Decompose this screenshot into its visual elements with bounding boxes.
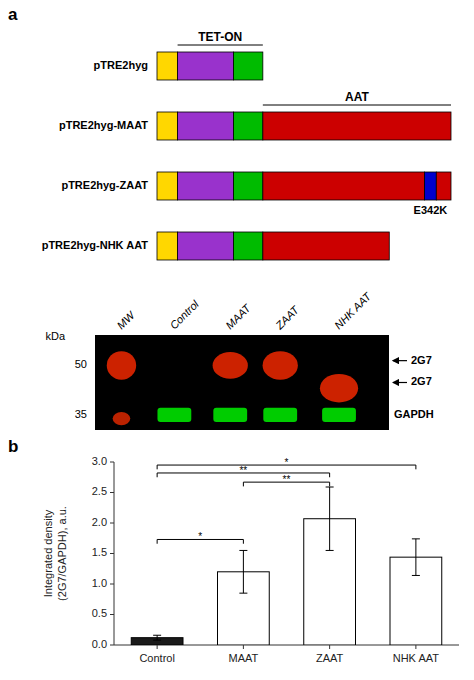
y-tick [110, 584, 114, 585]
gapdh-band [213, 408, 247, 422]
ladder-label: 50 [75, 358, 87, 370]
y-axis-label: Integrated density(2G7/GAPDH), a.u. [42, 506, 68, 601]
error-bar [153, 635, 161, 640]
band [263, 351, 298, 380]
arrow [393, 382, 407, 383]
x-tick [243, 645, 244, 649]
y-tick-label: 1.0 [92, 577, 107, 589]
arrow [393, 360, 407, 361]
band-label: 2G7 [411, 375, 432, 387]
band [113, 412, 131, 425]
y-tick-label: 0.0 [92, 638, 107, 650]
error-bar [239, 550, 247, 593]
band-label: 2G7 [411, 354, 432, 366]
y-tick [110, 614, 114, 615]
lane-label: MW [114, 308, 137, 331]
lane-label: MAAT [223, 301, 253, 331]
bracket [178, 45, 263, 46]
gapdh-band [157, 408, 191, 422]
blot-background [95, 335, 389, 430]
construct-name: pTRE2hyg-MAAT [59, 119, 148, 131]
significance: ****** [157, 457, 416, 544]
background [0, 0, 474, 680]
gapdh-band [263, 408, 297, 422]
x-tick [157, 645, 158, 649]
y-tick [110, 462, 114, 463]
construct-segment [178, 232, 234, 260]
band [213, 352, 248, 379]
axes: 0.0 0.5 1.0 1.5 2.0 2.5 3.0 Control MAAT ZAAT NHK … [42, 455, 459, 664]
y-tick-label: 0.5 [92, 607, 107, 619]
bars [131, 487, 442, 645]
construct-segment [233, 172, 262, 200]
y-tick-label: 1.5 [92, 546, 107, 558]
y-axis-label-line: (2G7/GAPDH), a.u. [56, 506, 68, 601]
y-tick [110, 523, 114, 524]
construct-segment [425, 172, 437, 200]
construct-segment [233, 232, 262, 260]
band [320, 374, 358, 403]
error-bar [412, 539, 420, 576]
construct-segment [157, 232, 178, 260]
y-tick-label: 2.5 [92, 485, 107, 497]
annotation: AAT [345, 90, 369, 104]
lane-label: ZAAT [272, 303, 301, 332]
construct-segment [263, 232, 389, 260]
x-tick-label: NHK AAT [393, 652, 440, 664]
bracket [263, 105, 451, 106]
construct-name: pTRE2hyg-ZAAT [61, 179, 148, 191]
x-tick-label: ZAAT [316, 652, 344, 664]
y-tick [110, 645, 114, 646]
significance-label: * [285, 457, 289, 468]
construct-diagrams: pTRE2hyg pTRE2hyg-MAAT pTRE2hyg-ZAAT pTRE2h… [42, 30, 451, 260]
construct-segment [157, 112, 178, 140]
construct-segment [263, 112, 451, 140]
panel-label: b [8, 437, 18, 456]
western-blot: MW Control MAAT ZAAT NHK AAT 50 35 kDa 2G7 2G7 GAP… [45, 289, 433, 430]
x-tick [415, 645, 416, 649]
significance-label: * [198, 531, 202, 542]
lane-label: NHK AAT [332, 289, 374, 331]
y-tick [110, 492, 114, 493]
band [107, 351, 136, 380]
construct-name: pTRE2hyg-NHK AAT [42, 239, 149, 251]
construct-segment [233, 52, 262, 80]
significance-label: ** [283, 474, 291, 485]
construct-segment [178, 52, 234, 80]
band-label: GAPDH [394, 408, 434, 420]
figure: apTRE2hygpTRE2hyg-MAATpTRE2hyg-ZAATpTRE2… [0, 0, 474, 680]
construct-segment [157, 52, 178, 80]
annotation: TET-ON [198, 30, 242, 44]
y-axis-label-line: Integrated density [42, 509, 54, 597]
ladder-unit: kDa [45, 330, 65, 342]
y-tick-label: 2.0 [92, 516, 107, 528]
annotation: E342K [414, 204, 448, 216]
construct-segment [263, 172, 425, 200]
construct-name: pTRE2hyg [94, 59, 148, 71]
construct-segment [436, 172, 451, 200]
ladder-label: 35 [75, 408, 87, 420]
x-tick [329, 645, 330, 649]
construct-segment [178, 172, 234, 200]
y-tick-label: 3.0 [92, 455, 107, 467]
x-tick-label: MAAT [229, 652, 259, 664]
y-tick [110, 553, 114, 554]
panel-label: a [8, 5, 18, 24]
significance-label: ** [239, 465, 247, 476]
construct-segment [157, 172, 178, 200]
construct-segment [233, 112, 262, 140]
construct-segment [178, 112, 234, 140]
x-tick-label: Control [139, 652, 174, 664]
lane-label: Control [167, 297, 201, 331]
error-bar [326, 487, 334, 550]
gapdh-band [322, 408, 356, 422]
